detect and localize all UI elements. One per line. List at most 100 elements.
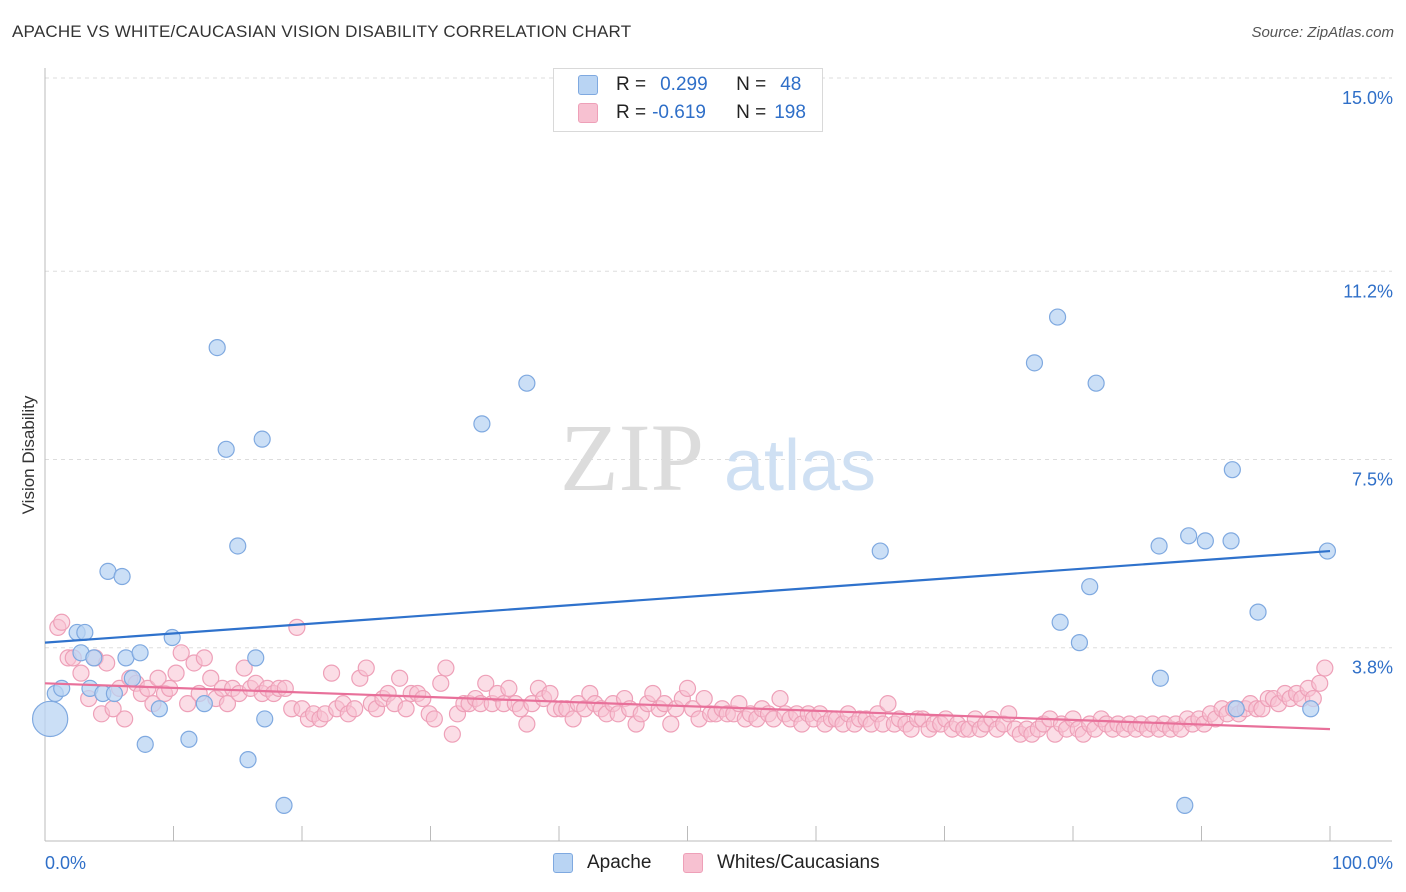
data-point-apache <box>195 695 213 713</box>
y-tick-label: 15.0% <box>1342 88 1393 108</box>
source-label: Source: ZipAtlas.com <box>1251 24 1394 41</box>
data-point-whites <box>288 618 306 636</box>
data-point-whites <box>477 674 495 692</box>
data-point-apache <box>256 710 274 728</box>
data-point-whites <box>443 725 461 743</box>
data-point-apache <box>217 440 235 458</box>
data-point-apache <box>208 338 226 357</box>
data-point-whites <box>1311 674 1329 692</box>
y-tick-label: 7.5% <box>1352 470 1393 490</box>
data-point-apache <box>253 430 271 448</box>
data-point-whites <box>432 674 450 692</box>
watermark-zip: ZIP <box>560 404 704 511</box>
data-point-apache <box>1196 532 1214 550</box>
data-point-whites <box>397 700 415 718</box>
data-point-whites <box>695 689 713 708</box>
trend-line-whites <box>44 682 1331 731</box>
data-point-whites <box>202 669 220 687</box>
legend-swatch-apache <box>578 75 598 95</box>
data-point-whites <box>500 679 518 698</box>
legend-r-label: R = <box>616 102 647 123</box>
gridlines <box>45 77 1392 649</box>
data-point-whites <box>644 684 662 703</box>
data-point-whites <box>346 700 364 718</box>
data-point-whites <box>414 689 432 708</box>
data-point-whites <box>541 684 559 703</box>
legend-r-label: R = <box>616 74 647 95</box>
chart-title: APACHE VS WHITE/CAUCASIAN VISION DISABIL… <box>12 22 632 41</box>
data-point-whites <box>391 669 409 687</box>
data-point-apache <box>1222 532 1240 550</box>
data-point-whites <box>1316 659 1334 677</box>
data-point-apache <box>1150 537 1168 555</box>
legend-n-value: 48 <box>780 74 802 95</box>
data-point-whites <box>564 710 582 728</box>
data-point-whites <box>322 664 341 682</box>
data-point-apache <box>31 700 69 738</box>
trend-lines <box>44 549 1331 731</box>
series-apache-points <box>31 308 1337 814</box>
legend-n-label: N = <box>736 74 767 95</box>
data-point-apache <box>473 415 491 433</box>
data-point-whites <box>218 695 237 713</box>
bottom-legend-label-whites: Whites/Caucasians <box>717 852 880 873</box>
data-point-apache <box>113 567 131 586</box>
bottom-legend-swatch-apache <box>553 853 573 873</box>
data-point-whites <box>179 695 197 713</box>
data-point-apache <box>1223 461 1241 479</box>
tick-labels: 3.8% 7.5% 11.2% 15.0% 0.0% 100.0% <box>45 88 1393 873</box>
legend-row-apache: R = 0.299 N = 48 <box>578 73 801 97</box>
legend-row-whites: R = -0.619 N = 198 <box>578 101 806 125</box>
data-point-whites <box>879 695 897 713</box>
data-point-apache <box>1081 578 1099 596</box>
data-point-apache <box>150 700 168 718</box>
data-point-whites <box>771 689 789 708</box>
data-point-whites <box>276 679 294 698</box>
data-point-whites <box>167 664 185 682</box>
data-point-apache <box>1025 354 1044 372</box>
data-point-apache <box>275 796 293 814</box>
data-point-whites <box>662 715 680 733</box>
data-point-apache <box>85 649 103 667</box>
data-point-whites <box>53 613 71 631</box>
data-point-whites <box>172 644 190 662</box>
y-tick-label: 11.2% <box>1343 281 1393 301</box>
data-point-whites <box>235 659 253 677</box>
data-point-whites <box>72 664 90 682</box>
data-point-apache <box>1051 613 1069 631</box>
data-point-apache <box>871 542 889 560</box>
x-tick-label: 100.0% <box>1332 853 1393 873</box>
data-point-whites <box>357 659 375 677</box>
data-point-whites <box>1000 705 1018 723</box>
bottom-legend-label-apache: Apache <box>587 852 652 873</box>
data-point-apache <box>76 623 94 642</box>
bottom-legend-apache: Apache <box>553 852 651 874</box>
data-point-apache <box>247 649 265 667</box>
legend-n-label: N = <box>736 102 767 123</box>
data-point-whites <box>149 669 167 687</box>
legend: R = 0.299 N = 48 R = -0.619 N = 198 <box>553 68 823 132</box>
legend-r-value: 0.299 <box>660 74 708 95</box>
data-point-whites <box>425 710 443 728</box>
data-point-apache <box>123 669 141 687</box>
data-point-whites <box>139 679 157 698</box>
x-tick-label: 0.0% <box>45 853 86 873</box>
data-point-whites <box>678 679 697 698</box>
data-point-apache <box>180 730 198 748</box>
data-point-apache <box>131 644 149 662</box>
y-axis-label: Vision Disability <box>19 395 38 514</box>
bottom-legend-swatch-whites <box>683 853 703 873</box>
data-point-apache <box>518 374 536 392</box>
data-point-apache <box>1176 796 1194 814</box>
bottom-legend-whites: Whites/Caucasians <box>683 852 880 874</box>
data-point-apache <box>105 684 123 703</box>
watermark: ZIP atlas <box>560 404 876 511</box>
legend-n-value: 198 <box>774 102 806 123</box>
data-point-apache <box>239 751 257 769</box>
data-point-whites <box>518 715 536 733</box>
data-point-apache <box>163 628 181 647</box>
data-point-apache <box>1249 603 1267 621</box>
data-point-whites <box>116 710 134 728</box>
data-point-apache <box>136 735 154 753</box>
